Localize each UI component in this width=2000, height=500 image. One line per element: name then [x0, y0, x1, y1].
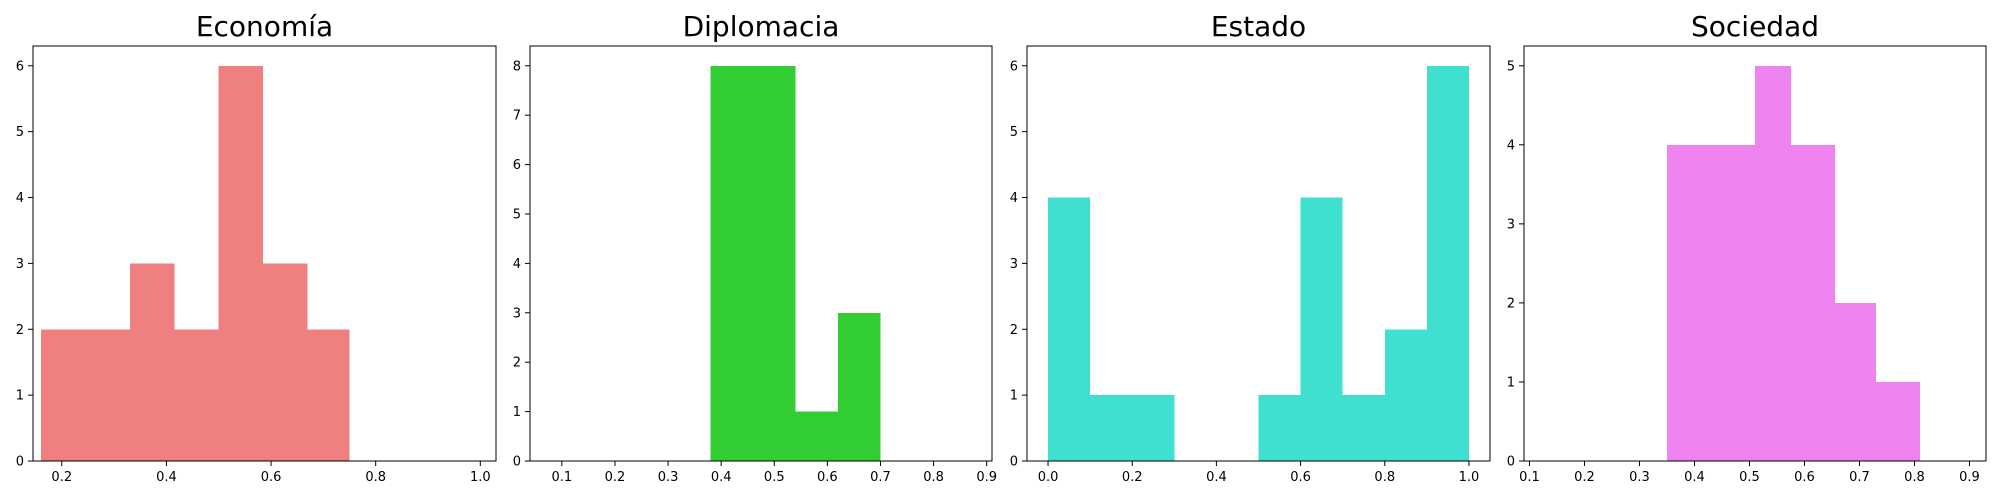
histogram-bar — [85, 329, 130, 461]
x-tick-label: 0.5 — [764, 470, 785, 485]
y-tick-label: 2 — [1010, 323, 1018, 338]
y-tick-label: 6 — [1010, 59, 1018, 74]
x-tick-label: 0.4 — [1206, 470, 1227, 485]
x-tick-label: 0.6 — [817, 470, 838, 485]
histogram-bar — [174, 329, 219, 461]
y-tick-label: 6 — [513, 158, 521, 173]
y-tick-label: 0 — [1010, 455, 1018, 470]
y-tick-label: 6 — [16, 59, 24, 74]
x-tick-label: 0.4 — [156, 470, 177, 485]
y-tick-label: 3 — [16, 257, 24, 272]
chart-title: Diplomacia — [683, 10, 840, 43]
y-tick-label: 0 — [513, 455, 521, 470]
histogram-bar — [1342, 395, 1385, 461]
x-tick-label: 0.6 — [261, 470, 282, 485]
histogram-bar — [1048, 197, 1091, 461]
chart-panel-4: Sociedad 0.1 0.2 0.3 0.4 0.5 0.6 0.7 0.8 0.9 0 1 2 3 4… — [1507, 10, 1987, 485]
histogram-bar — [838, 312, 881, 461]
y-tick-label: 0 — [16, 455, 24, 470]
x-tick-label: 0.5 — [1739, 470, 1760, 485]
histogram-bar — [1790, 144, 1835, 462]
y-tick-label: 5 — [1507, 59, 1515, 74]
x-tick-label: 1.0 — [470, 470, 491, 485]
axes-frame — [32, 45, 497, 462]
histogram-bar — [1258, 395, 1301, 461]
x-tick-label: 0.7 — [1849, 470, 1870, 485]
y-tick-label: 5 — [1010, 125, 1018, 140]
x-tick-label: 0.2 — [51, 470, 72, 485]
axes-frame — [1523, 45, 1987, 462]
y-tick-label: 3 — [1507, 217, 1515, 232]
x-tick-label: 0.2 — [605, 470, 626, 485]
x-tick-label: 0.2 — [1122, 470, 1143, 485]
x-tick-label: 0.2 — [1574, 470, 1595, 485]
y-tick-label: 4 — [16, 191, 24, 206]
y-tick-label: 2 — [16, 323, 24, 338]
histogram-bar — [1876, 381, 1920, 461]
axes-frame — [1026, 45, 1491, 462]
x-tick-label: 0.8 — [923, 470, 944, 485]
histogram-bar — [218, 65, 264, 461]
histogram-bar — [795, 411, 838, 461]
x-tick-label: 0.9 — [1959, 470, 1980, 485]
x-tick-label: 0.9 — [976, 470, 997, 485]
x-tick-label: 0.1 — [552, 470, 573, 485]
x-tick-label: 0.1 — [1519, 470, 1540, 485]
x-tick-label: 0.7 — [870, 470, 891, 485]
y-tick-label: 3 — [1010, 257, 1018, 272]
histogram-bar — [1132, 395, 1175, 461]
y-tick-label: 7 — [513, 109, 521, 124]
histogram-bar — [1426, 65, 1469, 461]
chart-title: Economía — [196, 10, 333, 43]
y-tick-label: 5 — [513, 207, 521, 222]
x-tick-label: 0.3 — [658, 470, 679, 485]
y-tick-label: 4 — [513, 257, 521, 272]
histogram-bar — [263, 263, 308, 461]
histogram-bar — [40, 329, 86, 461]
chart-title: Estado — [1211, 10, 1306, 43]
x-tick-label: 0.3 — [1629, 470, 1650, 485]
histogram-bar — [307, 329, 350, 461]
x-tick-label: 0.6 — [1290, 470, 1311, 485]
x-tick-label: 0.6 — [1794, 470, 1815, 485]
y-tick-label: 2 — [1507, 296, 1515, 311]
x-tick-label: 0.0 — [1038, 470, 1059, 485]
y-tick-label: 0 — [1507, 455, 1515, 470]
histogram-bar — [1384, 329, 1427, 461]
x-tick-label: 0.8 — [1904, 470, 1925, 485]
histogram-bar — [710, 65, 754, 461]
histogram-bar — [1834, 302, 1876, 461]
x-tick-label: 0.4 — [711, 470, 732, 485]
x-tick-label: 1.0 — [1459, 470, 1480, 485]
chart-panel-2: Diplomacia 0.1 0.2 0.3 0.4 0.5 0.6 0.7 0.8 0.9 0 1 2… — [513, 10, 997, 485]
histogram-bar — [1667, 144, 1714, 462]
y-tick-label: 1 — [16, 389, 24, 404]
y-tick-label: 8 — [513, 59, 521, 74]
y-tick-label: 2 — [513, 356, 521, 371]
x-tick-label: 0.8 — [365, 470, 386, 485]
axes-frame — [529, 45, 993, 462]
x-tick-label: 0.8 — [1374, 470, 1395, 485]
histogram-bar — [1090, 395, 1133, 461]
y-tick-label: 1 — [1010, 389, 1018, 404]
y-tick-label: 3 — [513, 306, 521, 321]
y-tick-label: 1 — [513, 405, 521, 420]
y-tick-label: 4 — [1507, 138, 1515, 153]
histogram-bar — [129, 263, 175, 461]
histogram-bar — [1755, 65, 1791, 461]
chart-panel-1: Economía 0.2 0.4 0.6 0.8 1.0 0 1 2 3 4 5 6 — [16, 10, 497, 485]
x-tick-label: 0.4 — [1684, 470, 1705, 485]
chart-title: Sociedad — [1691, 10, 1819, 43]
chart-panel-3: Estado 0.0 0.2 0.4 0.6 0.8 1.0 0 1 2 3 4 5 6 — [1010, 10, 1491, 485]
y-tick-label: 5 — [16, 125, 24, 140]
histogram-bar — [1713, 144, 1755, 462]
histogram-bar — [1300, 197, 1343, 461]
histogram-bar — [753, 65, 796, 461]
y-tick-label: 1 — [1507, 375, 1515, 390]
y-tick-label: 4 — [1010, 191, 1018, 206]
